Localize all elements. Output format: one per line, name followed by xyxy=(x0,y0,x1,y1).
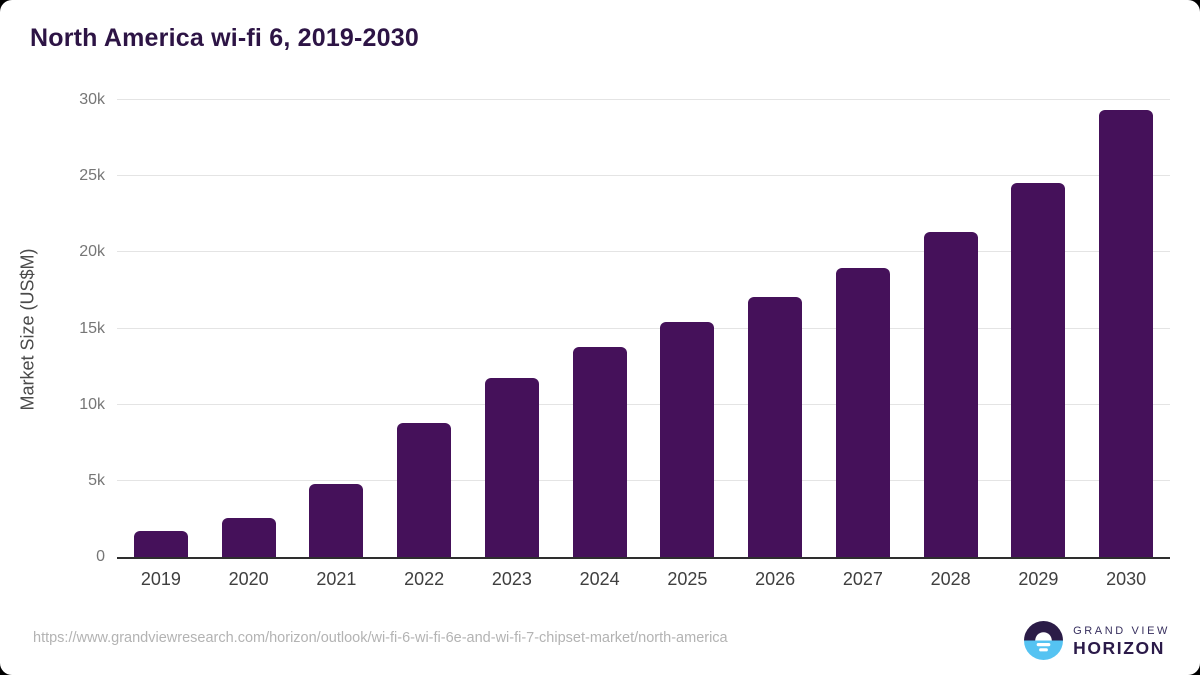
y-tick-label: 30k xyxy=(79,91,105,108)
bar-2019 xyxy=(133,531,188,557)
bar-2023 xyxy=(484,378,539,557)
y-axis-title: Market Size (US$M) xyxy=(17,248,38,411)
gridline xyxy=(117,99,1170,100)
x-tick-label-2020: 2020 xyxy=(228,569,269,589)
x-tick-label-2028: 2028 xyxy=(930,569,971,589)
x-tick-label-2027: 2027 xyxy=(842,569,883,589)
y-tick-label: 20k xyxy=(79,243,105,261)
y-tick-label: 15k xyxy=(79,319,105,337)
source-url: https://www.grandviewresearch.com/horizo… xyxy=(33,630,728,646)
grand-view-horizon-icon xyxy=(1024,621,1064,660)
gridline xyxy=(117,403,1170,405)
x-tick-label-2021: 2021 xyxy=(316,569,357,589)
gridline xyxy=(117,327,1170,329)
bar-2029 xyxy=(1011,183,1066,557)
gridline xyxy=(117,479,1170,481)
gridline xyxy=(117,251,1170,253)
y-tick-label: 10k xyxy=(79,395,105,413)
bar-2025 xyxy=(660,322,715,557)
brand-name-top: GRAND VIEW xyxy=(1073,624,1170,637)
x-tick-label-2026: 2026 xyxy=(755,569,796,589)
bar-2021 xyxy=(309,483,364,557)
bar-2020 xyxy=(221,518,276,557)
x-tick-label-2024: 2024 xyxy=(579,569,620,589)
bar-2030 xyxy=(1099,109,1154,557)
bar-2027 xyxy=(835,267,890,557)
brand-logo: GRAND VIEW HORIZON xyxy=(1024,621,1170,660)
y-tick-label: 5k xyxy=(88,471,105,489)
bar-2026 xyxy=(748,296,803,557)
chart-title: North America wi-fi 6, 2019-2030 xyxy=(30,24,419,52)
bar-2028 xyxy=(923,231,978,557)
x-tick-label-2030: 2030 xyxy=(1106,569,1147,589)
x-tick-label-2019: 2019 xyxy=(140,569,181,589)
brand-name-bottom: HORIZON xyxy=(1073,637,1165,658)
brand-logo-text: GRAND VIEW HORIZON xyxy=(1073,624,1170,658)
plot-area xyxy=(117,99,1170,559)
x-tick-label-2029: 2029 xyxy=(1018,569,1059,589)
bar-2024 xyxy=(572,346,627,557)
gridline xyxy=(117,175,1170,177)
bar-2022 xyxy=(397,422,452,557)
x-tick-label-2022: 2022 xyxy=(404,569,445,589)
y-tick-label: 25k xyxy=(79,167,105,185)
y-tick-label: 0 xyxy=(96,548,105,565)
x-tick-label-2023: 2023 xyxy=(491,569,532,589)
x-tick-label-2025: 2025 xyxy=(667,569,708,589)
